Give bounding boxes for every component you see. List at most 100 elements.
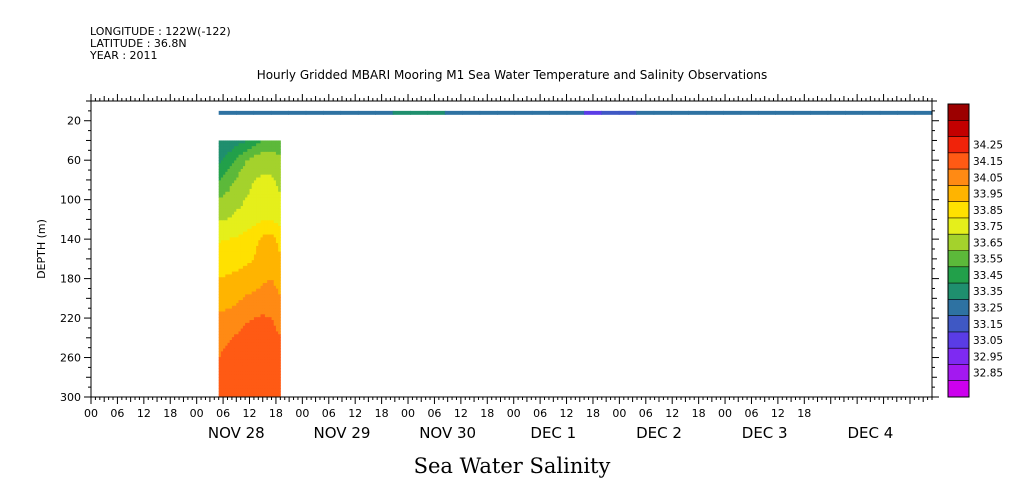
profile-cell — [247, 149, 251, 153]
profile-cell — [271, 280, 275, 284]
profile-cell — [240, 188, 244, 193]
profile-cell — [267, 277, 270, 281]
surface-cell — [740, 110, 759, 115]
profile-cell — [271, 331, 275, 335]
profile-cell — [269, 377, 273, 381]
profile-cell — [267, 377, 270, 381]
profile-cell — [231, 263, 235, 267]
profile-cell — [256, 362, 259, 367]
profile-cell — [238, 305, 242, 310]
profile-cell — [229, 365, 233, 369]
profile-cell — [256, 357, 259, 361]
profile-cell — [236, 368, 239, 372]
profile-cell — [234, 268, 237, 273]
profile-cell — [256, 300, 259, 304]
profile-cell — [271, 334, 275, 338]
profile-cell — [273, 191, 277, 196]
profile-cell — [242, 385, 246, 389]
profile-cell — [231, 225, 235, 230]
profile-cell — [258, 320, 262, 324]
profile-cell — [238, 223, 242, 227]
profile-cell — [262, 263, 266, 267]
profile-cell — [238, 354, 242, 358]
profile-cell — [231, 191, 235, 196]
profile-cell — [234, 282, 237, 287]
profile-cell — [242, 348, 246, 352]
profile-cell — [236, 311, 239, 315]
profile-cell — [269, 274, 273, 278]
profile-cell — [264, 151, 268, 156]
profile-cell — [253, 314, 257, 318]
profile-cell — [238, 311, 242, 315]
profile-cell — [249, 362, 253, 367]
profile-cell — [256, 234, 259, 238]
profile-cell — [256, 254, 259, 258]
profile-cell — [240, 271, 244, 275]
profile-cell — [271, 151, 275, 156]
profile-cell — [218, 285, 222, 290]
profile-cell — [267, 394, 270, 398]
profile-cell — [231, 388, 235, 392]
profile-cell — [227, 174, 231, 179]
profile-cell — [225, 385, 228, 389]
profile-cell — [271, 388, 275, 392]
profile-cell — [260, 334, 264, 338]
profile-cell — [251, 200, 255, 204]
profile-cell — [260, 260, 264, 264]
profile-cell — [231, 180, 235, 184]
profile-cell — [227, 368, 231, 372]
profile-cell — [269, 140, 273, 144]
profile-cell — [260, 311, 264, 315]
profile-cell — [258, 197, 262, 201]
profile-cell — [260, 365, 264, 369]
profile-cell — [249, 374, 253, 378]
profile-cell — [247, 234, 251, 238]
profile-cell — [229, 334, 233, 338]
profile-cell — [275, 157, 279, 161]
profile-cell — [220, 285, 224, 290]
profile-cell — [258, 385, 262, 389]
profile-cell — [262, 285, 266, 290]
profile-cell — [236, 257, 239, 261]
profile-cell — [229, 268, 233, 273]
profile-cell — [247, 211, 251, 216]
profile-cell — [238, 206, 242, 210]
profile-cell — [260, 200, 264, 204]
profile-cell — [260, 248, 264, 253]
profile-cell — [264, 200, 268, 204]
profile-cell — [220, 197, 224, 201]
profile-cell — [231, 271, 235, 275]
profile-cell — [249, 166, 253, 170]
profile-cell — [220, 160, 224, 164]
profile-cell — [273, 282, 277, 287]
profile-cell — [247, 342, 251, 347]
profile-cell — [278, 277, 281, 281]
x-day-label: DEC 4 — [847, 424, 893, 442]
x-tick-label: 12 — [137, 407, 151, 420]
profile-cell — [227, 288, 231, 293]
profile-cell — [253, 197, 257, 201]
profile-cell — [245, 225, 248, 230]
profile-cell — [242, 223, 246, 227]
profile-cell — [249, 388, 253, 392]
profile-cell — [267, 291, 270, 295]
profile-cell — [262, 322, 266, 327]
profile-cell — [240, 206, 244, 210]
profile-cell — [278, 379, 281, 384]
profile-cell — [253, 163, 257, 167]
profile-cell — [253, 206, 257, 210]
profile-cell — [256, 257, 259, 261]
profile-cell — [278, 206, 281, 210]
profile-cell — [273, 285, 277, 290]
profile-cell — [236, 180, 239, 184]
profile-cell — [271, 282, 275, 287]
profile-cell — [253, 302, 257, 307]
profile-cell — [220, 339, 224, 344]
profile-cell — [271, 188, 275, 193]
profile-cell — [247, 186, 251, 190]
profile-cell — [242, 168, 246, 173]
profile-cell — [256, 223, 259, 227]
profile-cell — [258, 248, 262, 253]
profile-cell — [218, 288, 222, 293]
profile-cell — [249, 143, 253, 147]
